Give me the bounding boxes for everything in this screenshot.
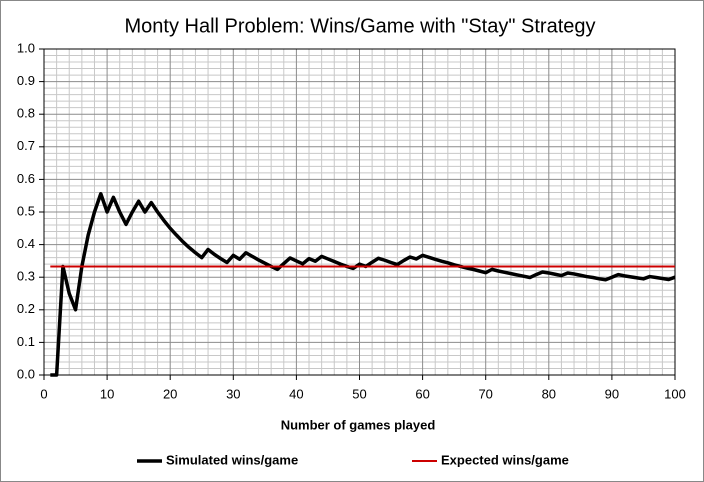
x-axis-label: Number of games played: [281, 417, 436, 432]
y-tick-label: 0.5: [17, 203, 35, 218]
x-tick-label: 20: [163, 386, 177, 401]
y-tick-label: 0.8: [17, 106, 35, 121]
y-tick-label: 1.0: [17, 40, 35, 55]
y-tick-label: 0.4: [17, 236, 35, 251]
x-tick-label: 10: [100, 386, 114, 401]
y-tick-label: 0.1: [17, 334, 35, 349]
series-line: [50, 191, 676, 377]
x-tick-label: 90: [605, 386, 619, 401]
y-tick-label: 0.0: [17, 366, 35, 381]
y-tick-label: 0.6: [17, 171, 35, 186]
legend-label: Simulated wins/game: [166, 452, 298, 467]
x-tick-label: 30: [226, 386, 240, 401]
x-tick-label: 60: [415, 386, 429, 401]
x-tick-label: 40: [289, 386, 303, 401]
plot-frame: [43, 48, 676, 376]
x-tick-label: 80: [542, 386, 556, 401]
y-tick-label: 0.2: [17, 301, 35, 316]
x-tick-label: 0: [40, 386, 47, 401]
x-tick-label: 70: [478, 386, 492, 401]
y-tick-label: 0.3: [17, 269, 35, 284]
y-tick-label: 0.9: [17, 73, 35, 88]
x-tick-label: 50: [352, 386, 366, 401]
x-tick-label: 100: [664, 386, 686, 401]
y-tick-label: 0.7: [17, 138, 35, 153]
legend-label: Expected wins/game: [441, 452, 569, 467]
chart-title: Monty Hall Problem: Wins/Game with "Stay…: [124, 15, 595, 37]
